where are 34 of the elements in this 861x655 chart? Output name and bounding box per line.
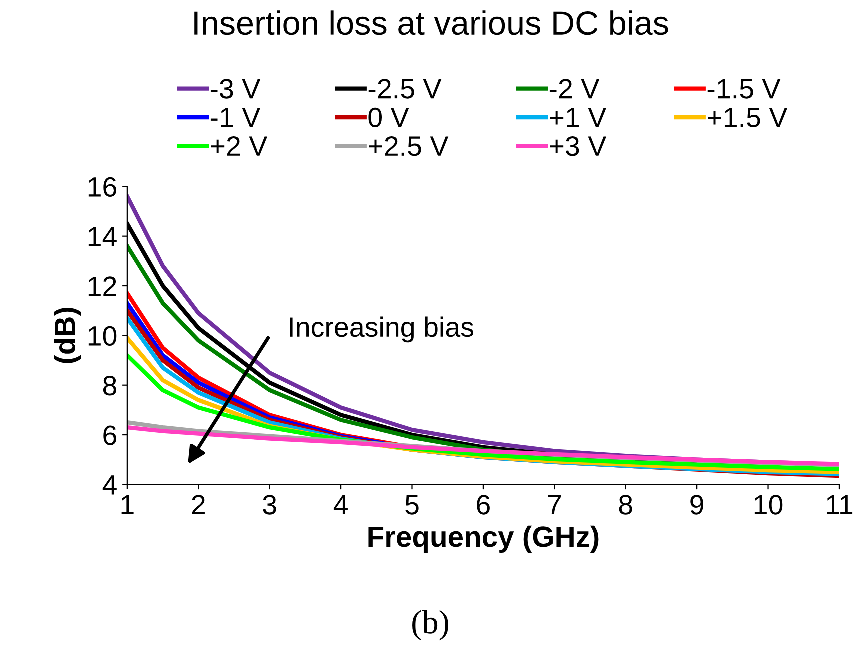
y-tick-label: 16 xyxy=(88,177,116,198)
x-tick-label: 5 xyxy=(406,495,419,515)
x-tick-label: 1 xyxy=(122,495,134,515)
legend-label: -2.5 V xyxy=(368,79,442,99)
y-tick-label: 12 xyxy=(88,276,116,296)
legend-label: +1 V xyxy=(550,108,607,128)
legend-label: +2 V xyxy=(211,136,268,156)
x-tick-label: 3 xyxy=(263,495,276,515)
x-tick-label: 7 xyxy=(548,495,561,515)
y-tick-label: 6 xyxy=(104,426,116,446)
legend-label: +3 V xyxy=(550,136,607,156)
text: (b) xyxy=(412,610,448,641)
x-tick-label: 10 xyxy=(754,495,783,515)
legend-label: -1.5 V xyxy=(708,79,781,99)
legend-label: -2 V xyxy=(550,79,600,99)
x-tick-label: 6 xyxy=(477,495,490,515)
legend-label: -1 V xyxy=(210,108,261,128)
x-axis-title: Frequency (GHz) xyxy=(368,526,599,554)
y-tick-label: 14 xyxy=(88,227,117,246)
legend-label: -3 V xyxy=(210,79,261,99)
chart-title: Insertion loss at various DC bias xyxy=(194,10,668,36)
annotation: Increasing bias xyxy=(290,316,474,343)
y-tick-label: 4 xyxy=(102,476,117,495)
x-tick-label: 4 xyxy=(334,495,348,515)
x-tick-label: 9 xyxy=(690,495,704,515)
y-tick-label: 10 xyxy=(88,326,117,346)
x-tick-label: 8 xyxy=(619,495,632,515)
legend-label: +1.5 V xyxy=(708,108,788,128)
legend-label: 0 V xyxy=(368,108,410,128)
y-axis-title: (dB) xyxy=(54,308,82,364)
y-tick-label: 8 xyxy=(103,376,116,396)
x-tick-label: 2 xyxy=(192,495,205,515)
x-tick-label: 11 xyxy=(827,495,853,515)
legend-label: +2.5 V xyxy=(369,136,449,156)
